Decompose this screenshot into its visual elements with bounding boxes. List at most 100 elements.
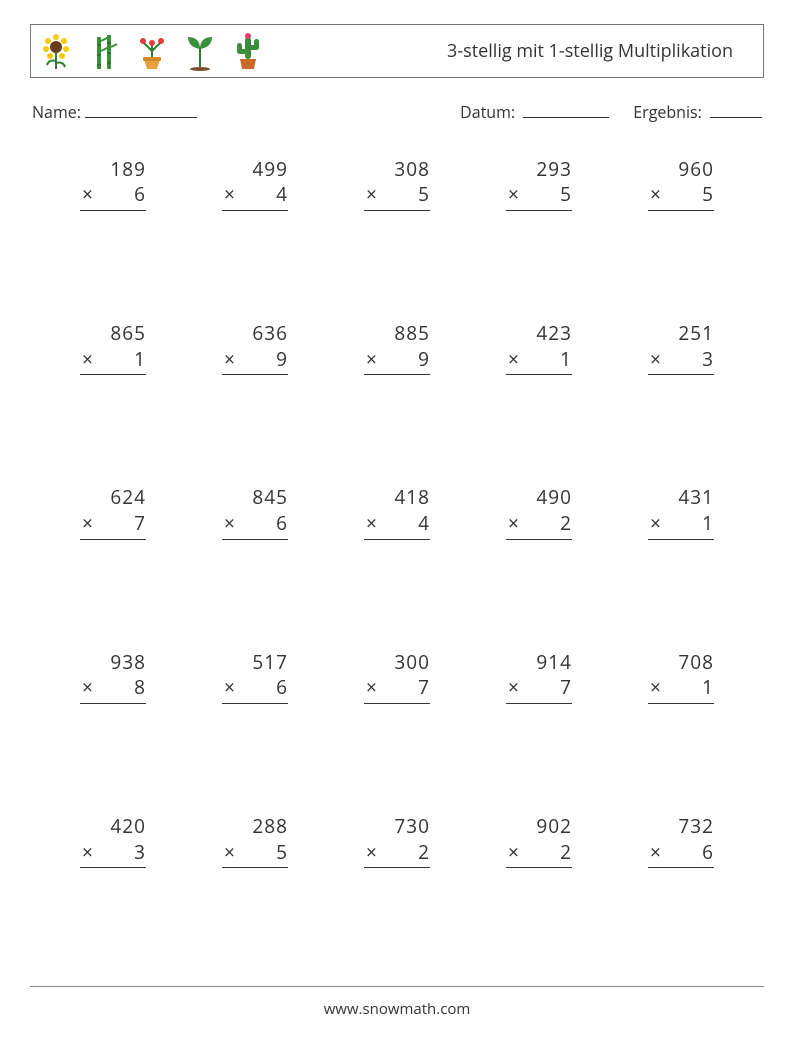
operator: × (222, 347, 235, 373)
sunflower-icon (39, 33, 73, 71)
footer-rule (30, 986, 764, 987)
problem: 431×1 (610, 485, 752, 539)
problem: 885× 9 (326, 321, 468, 375)
result-blank[interactable] (710, 100, 762, 118)
problem: 960×5 (610, 157, 752, 211)
multiplicand: 960 (648, 157, 714, 183)
multiplicand: 293 (506, 157, 572, 183)
multiplier: 5 (560, 182, 572, 208)
multiplier: 2 (418, 840, 430, 866)
problem: 423× 1 (468, 321, 610, 375)
operator: × (364, 182, 377, 208)
operator: × (80, 675, 93, 701)
worksheet-header: 3-stellig mit 1-stellig Multiplikation (30, 24, 764, 78)
multiplicand: 499 (222, 157, 288, 183)
multiplicand: 938 (80, 650, 146, 676)
operator: × (364, 347, 377, 373)
problem: 730× 2 (326, 814, 468, 868)
multiplicand: 730 (364, 814, 430, 840)
multiplicand: 423 (506, 321, 572, 347)
operator: × (506, 182, 519, 208)
flowerpot-hearts-icon (135, 33, 169, 71)
problem: 865× 1 (42, 321, 184, 375)
name-label: Name: (32, 101, 81, 123)
multiplier: 1 (560, 347, 572, 373)
multiplicand: 420 (80, 814, 146, 840)
multiplicand: 431 (648, 485, 714, 511)
multiplicand: 517 (222, 650, 288, 676)
cactus-icon (231, 33, 265, 71)
problem: 418×4 (326, 485, 468, 539)
operator: × (222, 182, 235, 208)
multiplier: 7 (418, 675, 430, 701)
problems-grid: 189×6499×4308×5293×5960×5865×1636×9885×9… (30, 157, 764, 868)
date-label: Datum: (460, 101, 515, 123)
multiplier: 4 (418, 511, 430, 537)
multiplicand: 914 (506, 650, 572, 676)
multiplicand: 251 (648, 321, 714, 347)
problem: 938× 8 (42, 650, 184, 704)
multiplier: 9 (276, 347, 288, 373)
multiplicand: 189 (80, 157, 146, 183)
multiplier: 4 (276, 182, 288, 208)
multiplier: 2 (560, 511, 572, 537)
operator: × (222, 511, 235, 537)
multiplicand: 288 (222, 814, 288, 840)
name-blank[interactable] (85, 100, 197, 118)
problem: 499× 4 (184, 157, 326, 211)
header-icons (39, 31, 265, 71)
multiplicand: 308 (364, 157, 430, 183)
multiplier: 1 (134, 347, 146, 373)
result-label: Ergebnis: (633, 101, 702, 123)
problem: 293× 5 (468, 157, 610, 211)
multiplicand: 732 (648, 814, 714, 840)
operator: × (648, 675, 661, 701)
multiplier: 9 (418, 347, 430, 373)
multiplier: 1 (702, 675, 714, 701)
operator: × (506, 347, 519, 373)
operator: × (364, 511, 377, 537)
problem: 490×2 (468, 485, 610, 539)
problem: 624× 7 (42, 485, 184, 539)
operator: × (648, 182, 661, 208)
multiplicand: 624 (80, 485, 146, 511)
multiplier: 3 (134, 840, 146, 866)
operator: × (506, 675, 519, 701)
multiplicand: 885 (364, 321, 430, 347)
multiplicand: 636 (222, 321, 288, 347)
operator: × (222, 840, 235, 866)
date-blank[interactable] (523, 100, 609, 118)
operator: × (364, 675, 377, 701)
operator: × (80, 347, 93, 373)
multiplier: 3 (702, 347, 714, 373)
multiplier: 6 (276, 511, 288, 537)
multiplier: 5 (418, 182, 430, 208)
problem: 308× 5 (326, 157, 468, 211)
problem: 420×3 (42, 814, 184, 868)
problem: 288×5 (184, 814, 326, 868)
bamboo-icon (87, 33, 121, 71)
operator: × (80, 511, 93, 537)
operator: × (222, 675, 235, 701)
problem: 189× 6 (42, 157, 184, 211)
operator: × (648, 347, 661, 373)
info-fields: Name: Datum: Ergebnis: (32, 100, 762, 123)
problem: 845× 6 (184, 485, 326, 539)
multiplicand: 902 (506, 814, 572, 840)
multiplier: 7 (134, 511, 146, 537)
problem: 300×7 (326, 650, 468, 704)
operator: × (80, 182, 93, 208)
worksheet-title: 3-stellig mit 1-stellig Multiplikation (447, 39, 733, 63)
multiplier: 8 (134, 675, 146, 701)
multiplicand: 865 (80, 321, 146, 347)
footer-text: www.snowmath.com (0, 999, 794, 1019)
operator: × (364, 840, 377, 866)
problem: 517×6 (184, 650, 326, 704)
problem: 251× 3 (610, 321, 752, 375)
operator: × (506, 840, 519, 866)
multiplier: 6 (134, 182, 146, 208)
multiplier: 1 (702, 511, 714, 537)
multiplicand: 845 (222, 485, 288, 511)
sprout-icon (183, 33, 217, 71)
problem: 636× 9 (184, 321, 326, 375)
